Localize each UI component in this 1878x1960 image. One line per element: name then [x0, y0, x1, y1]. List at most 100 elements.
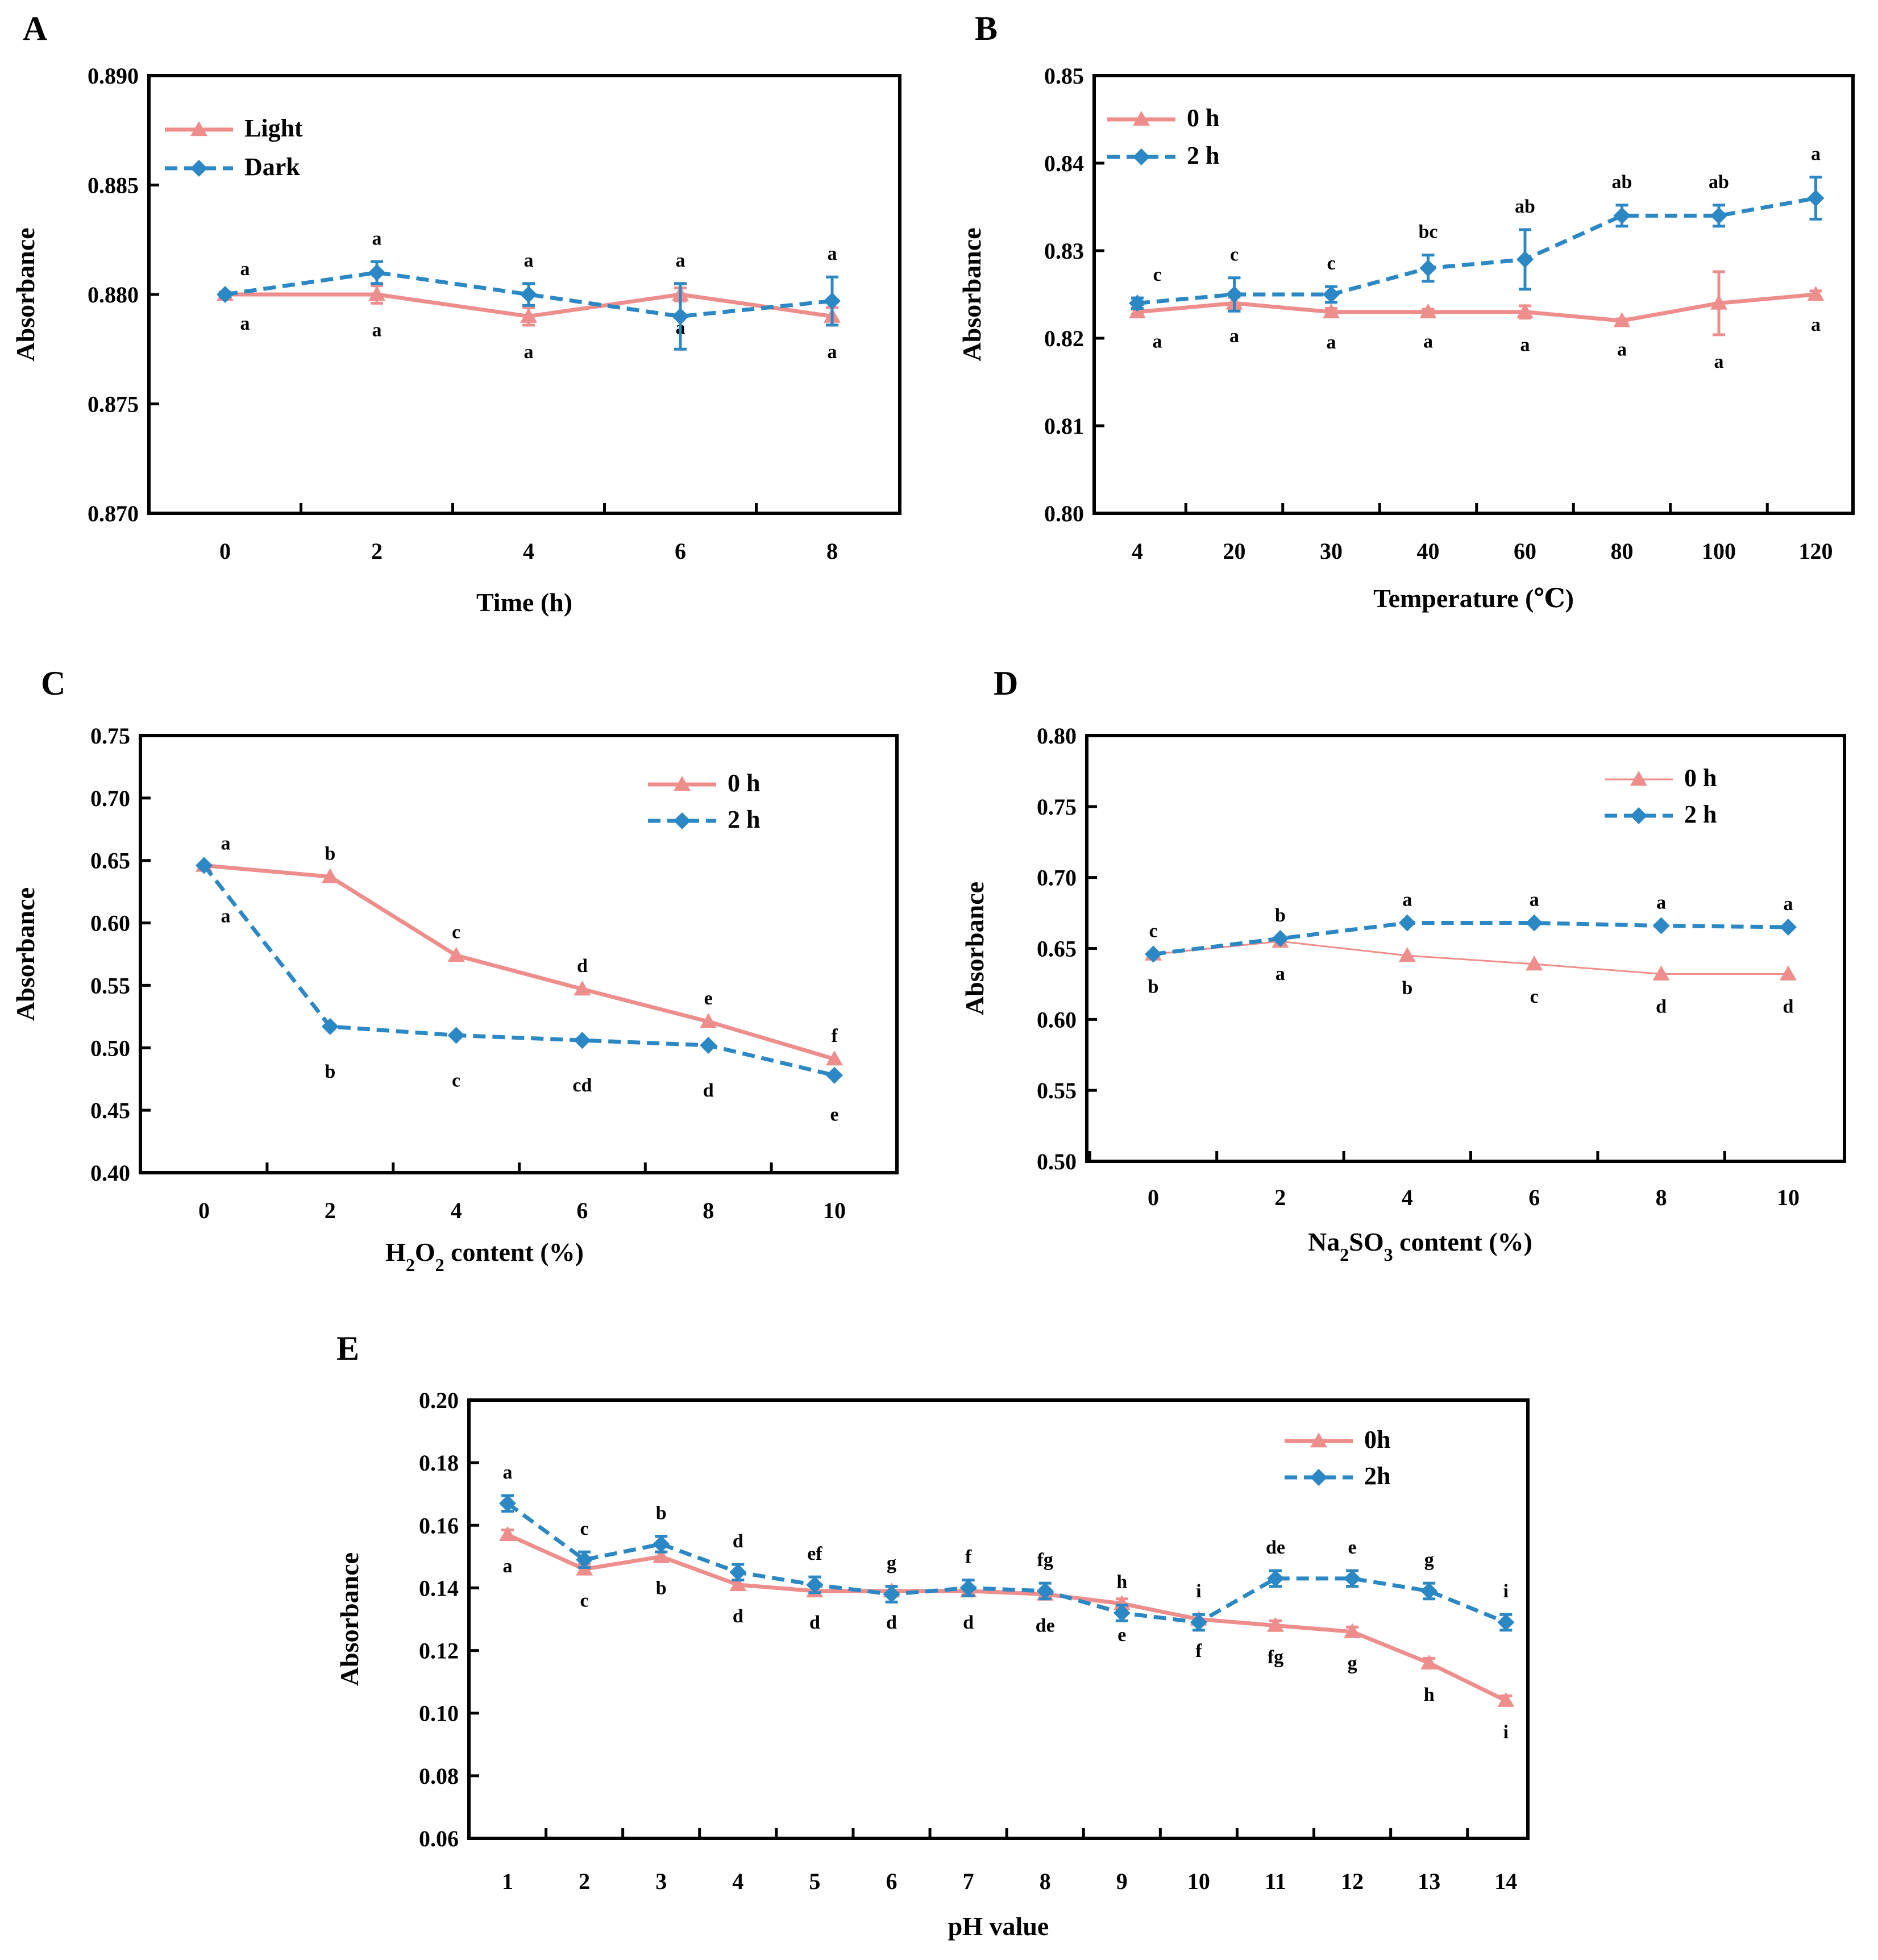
x-tick-label: 4 — [732, 1868, 743, 1894]
x-tick-label: 4 — [523, 538, 534, 564]
significance-letter: h — [1116, 1572, 1127, 1593]
data-point — [1710, 294, 1727, 310]
legend-marker — [190, 121, 207, 136]
y-axis-title: Absorbance — [11, 227, 40, 361]
y-tick-label: 0.45 — [90, 1098, 130, 1123]
data-point — [1497, 1692, 1515, 1707]
data-point — [729, 1563, 747, 1581]
significance-letter: a — [240, 259, 250, 280]
series-0-h: a a a a a a a a — [1129, 270, 1825, 372]
data-point — [1780, 919, 1797, 936]
data-point — [1420, 1654, 1438, 1670]
x-tick-label: 6 — [1528, 1185, 1540, 1210]
data-point — [1113, 1604, 1131, 1622]
legend-marker — [1133, 111, 1150, 126]
y-axis-title: Absorbance — [335, 1552, 364, 1686]
significance-letter: a — [1714, 351, 1724, 372]
significance-letter: de — [1266, 1537, 1285, 1558]
significance-letter: b — [656, 1578, 667, 1599]
legend-marker — [674, 776, 691, 791]
series-0-h: b a b c d d — [1145, 933, 1797, 1017]
significance-letter: a — [1811, 314, 1821, 335]
panel-letter: E — [336, 1330, 359, 1367]
data-point — [1497, 1614, 1515, 1631]
legend-label: 0 h — [1187, 104, 1219, 132]
data-point — [447, 946, 465, 962]
data-point — [826, 1066, 843, 1084]
y-tick-label: 0.75 — [1037, 794, 1077, 820]
significance-letter: b — [325, 843, 335, 864]
legend-marker — [1630, 771, 1647, 786]
data-point — [1420, 1582, 1438, 1600]
significance-letter: d — [809, 1612, 820, 1633]
significance-letter: b — [656, 1503, 667, 1524]
x-axis-title: pH value — [948, 1912, 1049, 1941]
series-0-h: a b c d e f — [196, 833, 843, 1066]
y-tick-label: 0.81 — [1044, 413, 1084, 439]
legend-marker — [190, 160, 207, 177]
x-tick-label: 6 — [576, 1198, 588, 1223]
panel-letter: C — [41, 665, 65, 702]
significance-letter: a — [240, 313, 250, 334]
significance-letter: c — [452, 922, 460, 943]
series-line — [203, 863, 835, 1061]
significance-letter: a — [1327, 332, 1336, 353]
x-tick-label: 10 — [1777, 1185, 1800, 1210]
significance-letter: a — [372, 319, 382, 340]
significance-letter: cd — [572, 1075, 592, 1096]
y-tick-label: 0.40 — [90, 1160, 130, 1186]
legend-label: 2 h — [728, 805, 760, 833]
data-point — [499, 1494, 516, 1512]
data-point — [1516, 303, 1534, 319]
x-axis-title: H2O2 content (%) — [385, 1238, 584, 1275]
significance-letter: a — [1811, 144, 1821, 165]
significance-letter: f — [965, 1547, 972, 1568]
significance-letter: a — [1402, 890, 1412, 911]
significance-letter: a — [503, 1462, 513, 1483]
significance-letter: g — [1424, 1550, 1434, 1571]
legend: 0 h2 h — [648, 769, 760, 833]
significance-letter: d — [703, 1080, 714, 1101]
data-point — [1036, 1582, 1054, 1600]
significance-letter: c — [452, 1070, 460, 1091]
x-tick-label: 0 — [219, 538, 231, 564]
legend-label: 0 h — [728, 769, 760, 797]
significance-letter: ef — [807, 1543, 822, 1564]
significance-letter: a — [524, 250, 534, 271]
significance-letter: a — [221, 833, 231, 854]
x-tick-label: 2 — [1274, 1185, 1286, 1210]
series-line — [1153, 940, 1788, 975]
x-tick-label: 11 — [1265, 1868, 1286, 1894]
significance-letter: c — [1530, 986, 1539, 1007]
data-point — [700, 1013, 717, 1028]
significance-letter: g — [887, 1553, 896, 1574]
x-tick-label: 10 — [823, 1198, 846, 1223]
series-line — [506, 1501, 1507, 1625]
data-point — [217, 286, 234, 303]
significance-letter: fg — [1037, 1550, 1053, 1571]
x-tick-label: 13 — [1418, 1868, 1440, 1894]
y-tick-label: 0.70 — [1037, 865, 1077, 891]
data-point — [824, 292, 841, 310]
x-tick-label: 10 — [1187, 1868, 1210, 1894]
legend: 0 h2 h — [1605, 764, 1717, 828]
x-tick-label: 2 — [371, 538, 383, 564]
significance-letter: a — [1530, 890, 1539, 911]
significance-letter: a — [676, 250, 685, 271]
significance-letter: f — [1195, 1641, 1202, 1662]
y-tick-label: 0.85 — [1044, 63, 1084, 89]
y-tick-label: 0.70 — [90, 786, 130, 811]
data-point — [1344, 1623, 1361, 1638]
significance-letter: a — [1520, 335, 1530, 356]
legend-label: 2 h — [1187, 142, 1219, 169]
x-tick-label: 30 — [1320, 538, 1343, 564]
x-tick-label: 8 — [826, 538, 838, 564]
data-point — [672, 308, 689, 325]
y-tick-label: 0.83 — [1044, 238, 1084, 264]
significance-letter: a — [1275, 964, 1285, 985]
significance-letter: a — [1784, 894, 1793, 915]
significance-letter: f — [831, 1025, 838, 1047]
data-point — [1807, 286, 1825, 301]
data-point — [576, 1551, 593, 1568]
